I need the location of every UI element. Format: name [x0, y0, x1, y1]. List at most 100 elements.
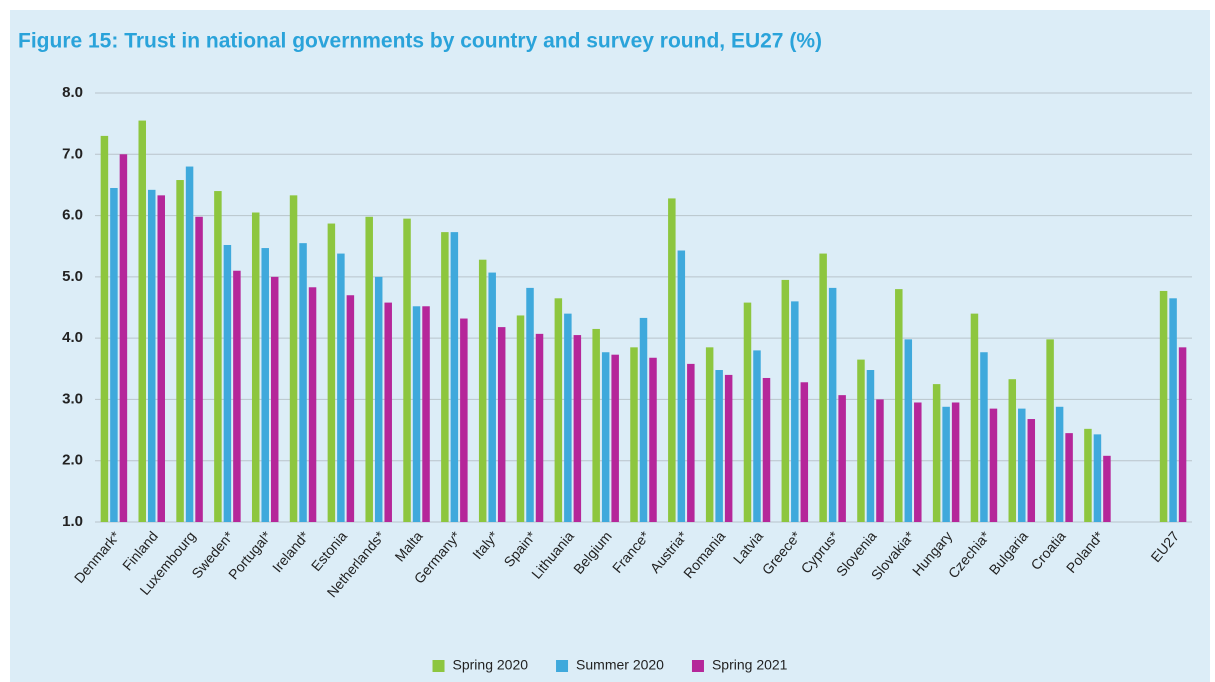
- y-tick-label: 8.0: [62, 84, 83, 101]
- bar: [611, 354, 619, 522]
- bar: [110, 187, 118, 522]
- bar: [100, 135, 109, 522]
- bar: [384, 302, 392, 522]
- bar: [1084, 428, 1092, 522]
- bar: [299, 243, 307, 522]
- bar: [403, 218, 411, 522]
- bar: [857, 359, 865, 522]
- bar: [308, 287, 317, 522]
- bar: [762, 377, 771, 522]
- bar: [157, 195, 165, 522]
- legend-label: Spring 2020: [453, 657, 529, 673]
- bar: [1103, 455, 1111, 522]
- bar: [951, 402, 960, 522]
- bar: [1065, 433, 1073, 522]
- bar: [346, 295, 355, 522]
- bar: [942, 406, 950, 522]
- bar: [573, 335, 582, 522]
- bar: [270, 276, 279, 522]
- bar: [526, 287, 534, 522]
- bar: [668, 198, 676, 522]
- y-tick-label: 7.0: [62, 145, 83, 162]
- bar: [233, 270, 241, 522]
- bar: [488, 272, 496, 522]
- bar: [412, 306, 421, 522]
- chart-background: [10, 10, 1210, 682]
- bar: [564, 313, 572, 522]
- bar: [876, 399, 884, 522]
- bar: [715, 370, 723, 522]
- y-tick-label: 2.0: [62, 452, 83, 469]
- bar: [195, 216, 203, 522]
- bar: [450, 232, 459, 522]
- bar: [251, 212, 260, 522]
- bar: [223, 244, 232, 522]
- bar: [535, 333, 544, 522]
- bar: [677, 250, 686, 523]
- legend-swatch: [432, 660, 445, 672]
- bar: [970, 313, 979, 522]
- bar: [176, 180, 184, 523]
- legend-swatch: [556, 660, 569, 672]
- bar: [989, 408, 998, 522]
- bar: [214, 191, 222, 523]
- bar: [422, 306, 430, 522]
- bar: [828, 287, 837, 522]
- bar: [601, 352, 610, 522]
- chart-title: Figure 15: Trust in national governments…: [18, 30, 822, 53]
- bar: [327, 223, 336, 522]
- bar: [1093, 434, 1102, 522]
- bar: [478, 259, 487, 522]
- bar: [753, 350, 761, 522]
- bar: [705, 347, 714, 522]
- bar: [138, 120, 146, 522]
- bar: [289, 195, 298, 522]
- y-tick-label: 4.0: [62, 329, 83, 346]
- bar: [724, 374, 733, 522]
- bar: [630, 347, 638, 522]
- bar: [516, 315, 525, 522]
- y-tick-label: 3.0: [62, 390, 83, 407]
- bar: [866, 370, 875, 522]
- bar: [1018, 408, 1026, 522]
- bar: [1046, 339, 1054, 522]
- bar: [441, 232, 449, 522]
- bar: [743, 302, 752, 522]
- bar: [1178, 347, 1187, 522]
- bar: [649, 357, 657, 522]
- y-tick-label: 5.0: [62, 268, 83, 285]
- bar: [1169, 298, 1177, 522]
- y-tick-label: 6.0: [62, 207, 83, 224]
- bar: [497, 327, 506, 522]
- bar: [365, 216, 373, 522]
- bar: [460, 318, 468, 522]
- bar: [147, 189, 156, 522]
- bar: [119, 154, 128, 523]
- legend-swatch: [691, 660, 704, 672]
- y-tick-label: 1.0: [62, 513, 83, 530]
- bar: [374, 276, 383, 522]
- bar: [781, 279, 790, 522]
- bar: [1008, 379, 1017, 522]
- bar: [1159, 290, 1168, 522]
- bar: [904, 339, 913, 522]
- bar: [895, 289, 903, 522]
- bar: [914, 402, 922, 522]
- bar: [687, 363, 695, 522]
- bar: [819, 253, 827, 522]
- bar: [185, 166, 194, 523]
- legend-label: Spring 2021: [712, 657, 788, 673]
- bar: [800, 382, 809, 522]
- bar: [592, 328, 600, 522]
- bar: [1055, 406, 1064, 522]
- bar: [639, 317, 648, 522]
- bar: [980, 352, 988, 522]
- bar: [1027, 419, 1036, 522]
- bar: [261, 248, 269, 522]
- legend-label: Summer 2020: [576, 657, 664, 673]
- bar: [337, 253, 345, 522]
- bar: [554, 298, 563, 522]
- bar: [838, 395, 846, 522]
- bar: [932, 384, 941, 522]
